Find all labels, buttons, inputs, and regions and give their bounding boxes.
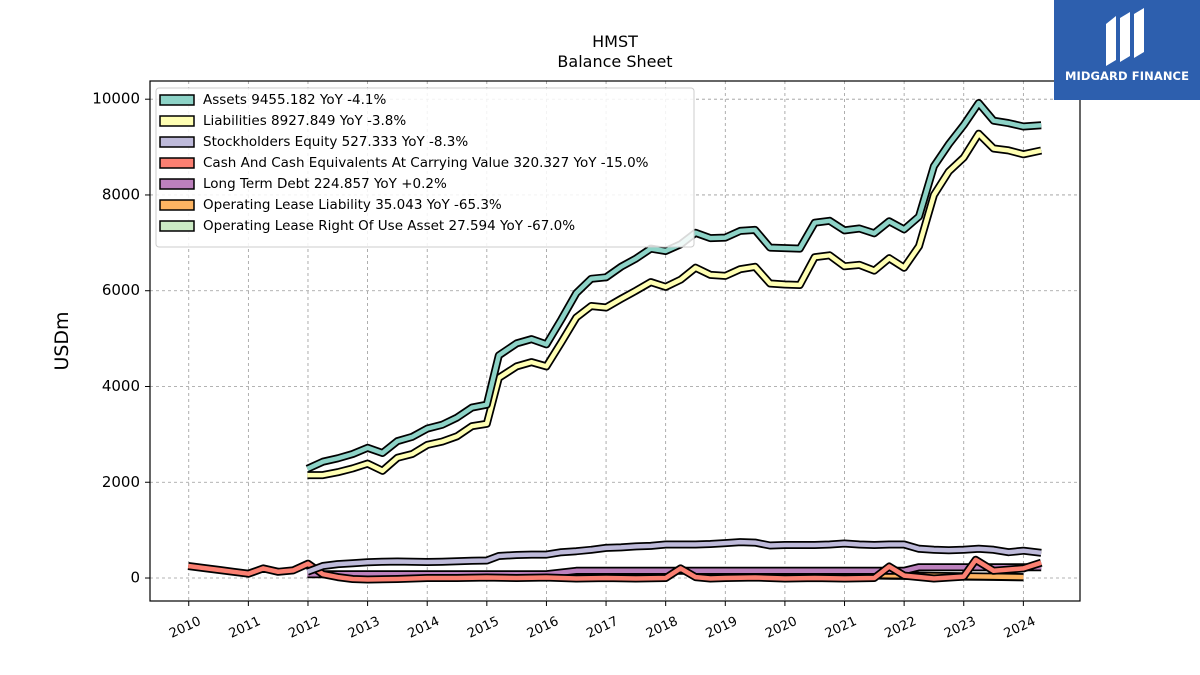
x-tick-label: 2024 bbox=[1002, 614, 1038, 642]
x-tick-label: 2021 bbox=[823, 614, 859, 642]
series-line bbox=[307, 564, 1042, 577]
legend-label: Cash And Cash Equivalents At Carrying Va… bbox=[203, 155, 649, 171]
legend-swatch bbox=[159, 199, 195, 211]
x-tick-label: 2016 bbox=[525, 614, 561, 642]
series-group bbox=[187, 99, 1043, 584]
y-tick-label: 8000 bbox=[102, 185, 140, 203]
legend-label: Long Term Debt 224.857 YoY +0.2% bbox=[203, 176, 447, 192]
x-tick-label: 2015 bbox=[465, 614, 501, 642]
y-tick-label: 10000 bbox=[92, 90, 140, 108]
y-axis-label: USDm bbox=[51, 311, 73, 370]
y-tick-label: 2000 bbox=[102, 473, 140, 491]
series-line bbox=[187, 557, 1042, 582]
series-assets bbox=[305, 99, 1042, 473]
series-liabilities bbox=[307, 129, 1043, 480]
legend-label: Stockholders Equity 527.333 YoY -8.3% bbox=[203, 134, 468, 150]
x-tick-label: 2011 bbox=[227, 614, 263, 642]
x-tick-label: 2018 bbox=[644, 614, 680, 642]
chart-subtitle: Balance Sheet bbox=[557, 52, 672, 71]
x-tick-label: 2023 bbox=[942, 614, 978, 642]
plot-frame bbox=[149, 80, 1081, 602]
series-long-term-debt bbox=[307, 563, 1042, 579]
x-tick-label: 2020 bbox=[763, 614, 799, 642]
legend-label: Operating Lease Right Of Use Asset 27.59… bbox=[203, 218, 575, 234]
brand-mark-icon bbox=[1106, 8, 1144, 66]
series-cash-and-cash-equivalents-at-carrying-value bbox=[187, 555, 1043, 584]
x-tick-label: 2017 bbox=[584, 614, 620, 642]
legend-label: Operating Lease Liability 35.043 YoY -65… bbox=[203, 197, 502, 213]
x-tick-label: 2012 bbox=[286, 614, 322, 642]
legend-swatch bbox=[159, 157, 195, 169]
legend-swatch bbox=[159, 220, 195, 232]
y-tick-label: 4000 bbox=[102, 377, 140, 395]
series-line bbox=[306, 539, 1042, 574]
legend-swatch bbox=[159, 115, 195, 127]
brand-name: MIDGARD FINANCE bbox=[1064, 69, 1190, 83]
chart-title: HMST bbox=[592, 32, 638, 51]
x-tick-label: 2010 bbox=[167, 614, 203, 642]
brand-logo: MIDGARD FINANCE bbox=[1054, 0, 1200, 100]
y-tick-label: 0 bbox=[130, 569, 140, 587]
x-tick-label: 2022 bbox=[882, 614, 918, 642]
legend-swatch bbox=[159, 136, 195, 148]
legend-swatch bbox=[159, 178, 195, 190]
x-tick-label: 2013 bbox=[346, 614, 382, 642]
legend-label: Assets 9455.182 YoY -4.1% bbox=[203, 92, 387, 108]
series-stockholders-equity bbox=[305, 538, 1042, 576]
series-line bbox=[306, 100, 1042, 471]
series-line bbox=[307, 131, 1042, 478]
x-tick-label: 2014 bbox=[406, 614, 442, 642]
legend: Assets 9455.182 YoY -4.1% Liabilities 892… bbox=[155, 87, 695, 248]
x-tick-label: 2019 bbox=[704, 614, 740, 642]
legend-box bbox=[155, 87, 695, 248]
legend-label: Liabilities 8927.849 YoY -3.8% bbox=[203, 113, 406, 129]
legend-swatch bbox=[159, 94, 195, 106]
y-tick-label: 6000 bbox=[102, 281, 140, 299]
